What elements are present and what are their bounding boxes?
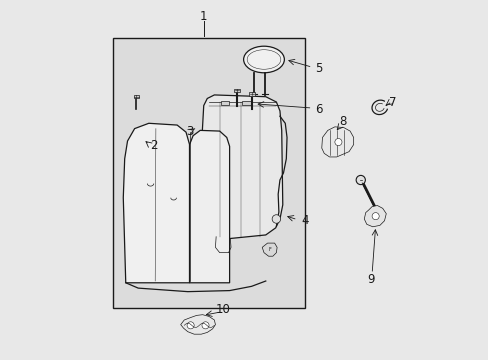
Polygon shape	[364, 206, 386, 227]
Text: 7: 7	[388, 96, 396, 109]
Polygon shape	[321, 127, 353, 157]
Bar	[249, 92, 255, 96]
Polygon shape	[181, 315, 215, 334]
Circle shape	[272, 215, 280, 223]
Text: 6: 6	[315, 103, 322, 116]
Text: 1: 1	[200, 10, 207, 23]
Text: 4: 4	[301, 214, 308, 227]
Polygon shape	[189, 130, 229, 283]
Circle shape	[355, 175, 365, 185]
Polygon shape	[123, 123, 189, 283]
Bar	[133, 95, 139, 99]
Text: 3: 3	[186, 125, 194, 138]
Text: 5: 5	[315, 62, 322, 75]
Circle shape	[334, 139, 341, 145]
Text: F: F	[268, 247, 270, 252]
Ellipse shape	[243, 46, 284, 73]
Text: 9: 9	[367, 274, 374, 287]
Polygon shape	[202, 95, 282, 238]
Bar	[113, 38, 304, 307]
Polygon shape	[262, 243, 277, 256]
Bar	[233, 89, 239, 92]
Text: 2: 2	[149, 139, 157, 152]
Bar	[220, 100, 229, 105]
Bar	[242, 100, 250, 105]
Circle shape	[371, 213, 378, 220]
Text: 8: 8	[339, 115, 346, 128]
Text: 10: 10	[215, 303, 230, 316]
Circle shape	[187, 322, 194, 329]
Circle shape	[202, 322, 209, 329]
